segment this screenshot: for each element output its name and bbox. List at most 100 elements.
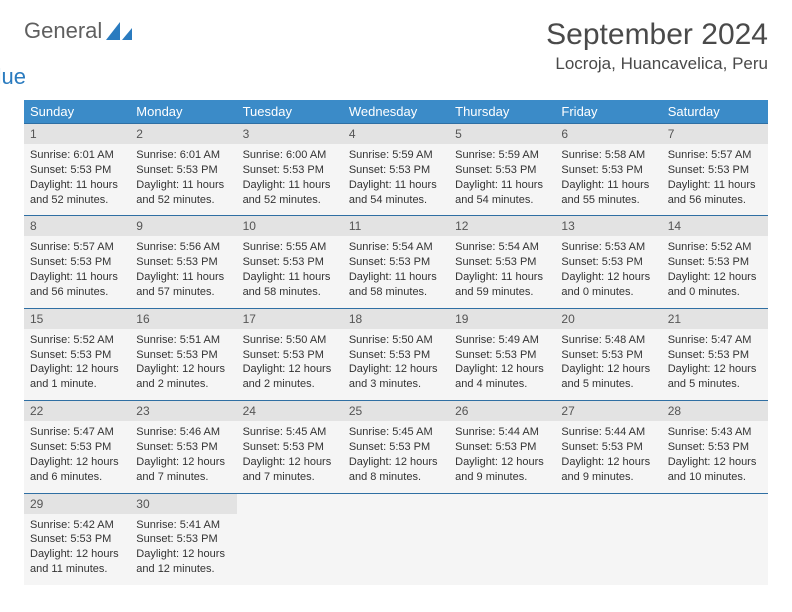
- calendar-cell: 13Sunrise: 5:53 AMSunset: 5:53 PMDayligh…: [555, 216, 661, 308]
- day-number: 14: [662, 216, 768, 236]
- day-number: 4: [343, 124, 449, 144]
- day-number: 9: [130, 216, 236, 236]
- sunrise-line: Sunrise: 6:00 AM: [243, 148, 337, 163]
- day-number: 29: [24, 494, 130, 514]
- day-number: 27: [555, 401, 661, 421]
- daylight-line: Daylight: 12 hours and 10 minutes.: [668, 455, 762, 485]
- header: General Blue September 2024 Locroja, Hua…: [24, 18, 768, 90]
- sunset-line: Sunset: 5:53 PM: [136, 440, 230, 455]
- day-details: Sunrise: 5:59 AMSunset: 5:53 PMDaylight:…: [343, 144, 449, 215]
- sunset-line: Sunset: 5:53 PM: [455, 440, 549, 455]
- day-details: Sunrise: 5:53 AMSunset: 5:53 PMDaylight:…: [555, 236, 661, 307]
- day-number: 26: [449, 401, 555, 421]
- day-details: Sunrise: 6:01 AMSunset: 5:53 PMDaylight:…: [130, 144, 236, 215]
- daylight-line: Daylight: 12 hours and 8 minutes.: [349, 455, 443, 485]
- logo: General Blue: [24, 18, 132, 90]
- daylight-line: Daylight: 12 hours and 9 minutes.: [561, 455, 655, 485]
- sunrise-line: Sunrise: 5:50 AM: [243, 333, 337, 348]
- day-details: Sunrise: 5:50 AMSunset: 5:53 PMDaylight:…: [237, 329, 343, 400]
- sunset-line: Sunset: 5:53 PM: [136, 532, 230, 547]
- sunrise-line: Sunrise: 5:54 AM: [349, 240, 443, 255]
- location-subtitle: Locroja, Huancavelica, Peru: [546, 54, 768, 74]
- sunset-line: Sunset: 5:53 PM: [349, 163, 443, 178]
- sunset-line: Sunset: 5:53 PM: [668, 440, 762, 455]
- sunset-line: Sunset: 5:53 PM: [455, 163, 549, 178]
- calendar-cell: 24Sunrise: 5:45 AMSunset: 5:53 PMDayligh…: [237, 401, 343, 493]
- calendar-cell: 15Sunrise: 5:52 AMSunset: 5:53 PMDayligh…: [24, 308, 130, 400]
- sunrise-line: Sunrise: 5:56 AM: [136, 240, 230, 255]
- daylight-line: Daylight: 11 hours and 59 minutes.: [455, 270, 549, 300]
- calendar-cell: 22Sunrise: 5:47 AMSunset: 5:53 PMDayligh…: [24, 401, 130, 493]
- day-details: Sunrise: 5:46 AMSunset: 5:53 PMDaylight:…: [130, 421, 236, 492]
- calendar-cell: 17Sunrise: 5:50 AMSunset: 5:53 PMDayligh…: [237, 308, 343, 400]
- sunrise-line: Sunrise: 5:44 AM: [561, 425, 655, 440]
- day-number: 25: [343, 401, 449, 421]
- day-details: Sunrise: 6:01 AMSunset: 5:53 PMDaylight:…: [24, 144, 130, 215]
- daylight-line: Daylight: 12 hours and 9 minutes.: [455, 455, 549, 485]
- calendar-cell: 14Sunrise: 5:52 AMSunset: 5:53 PMDayligh…: [662, 216, 768, 308]
- daylight-line: Daylight: 12 hours and 2 minutes.: [136, 362, 230, 392]
- day-number: 22: [24, 401, 130, 421]
- sunrise-line: Sunrise: 5:59 AM: [455, 148, 549, 163]
- sunrise-line: Sunrise: 5:42 AM: [30, 518, 124, 533]
- day-number: 17: [237, 309, 343, 329]
- calendar-cell: 3Sunrise: 6:00 AMSunset: 5:53 PMDaylight…: [237, 124, 343, 216]
- sunrise-line: Sunrise: 5:55 AM: [243, 240, 337, 255]
- sunrise-line: Sunrise: 6:01 AM: [30, 148, 124, 163]
- daylight-line: Daylight: 12 hours and 12 minutes.: [136, 547, 230, 577]
- daylight-line: Daylight: 11 hours and 56 minutes.: [668, 178, 762, 208]
- day-details: Sunrise: 5:54 AMSunset: 5:53 PMDaylight:…: [343, 236, 449, 307]
- day-details: Sunrise: 5:59 AMSunset: 5:53 PMDaylight:…: [449, 144, 555, 215]
- sunset-line: Sunset: 5:53 PM: [243, 348, 337, 363]
- calendar-week-row: 1Sunrise: 6:01 AMSunset: 5:53 PMDaylight…: [24, 124, 768, 216]
- calendar-cell: 5Sunrise: 5:59 AMSunset: 5:53 PMDaylight…: [449, 124, 555, 216]
- empty-day-number: [343, 494, 449, 514]
- calendar-cell: 27Sunrise: 5:44 AMSunset: 5:53 PMDayligh…: [555, 401, 661, 493]
- calendar-cell: 6Sunrise: 5:58 AMSunset: 5:53 PMDaylight…: [555, 124, 661, 216]
- weekday-header-row: SundayMondayTuesdayWednesdayThursdayFrid…: [24, 100, 768, 124]
- daylight-line: Daylight: 11 hours and 52 minutes.: [243, 178, 337, 208]
- day-number: 2: [130, 124, 236, 144]
- daylight-line: Daylight: 12 hours and 6 minutes.: [30, 455, 124, 485]
- day-details: Sunrise: 5:44 AMSunset: 5:53 PMDaylight:…: [449, 421, 555, 492]
- empty-day-number: [662, 494, 768, 514]
- calendar-week-row: 15Sunrise: 5:52 AMSunset: 5:53 PMDayligh…: [24, 308, 768, 400]
- calendar-cell: 9Sunrise: 5:56 AMSunset: 5:53 PMDaylight…: [130, 216, 236, 308]
- daylight-line: Daylight: 12 hours and 4 minutes.: [455, 362, 549, 392]
- daylight-line: Daylight: 12 hours and 1 minute.: [30, 362, 124, 392]
- day-number: 8: [24, 216, 130, 236]
- sunset-line: Sunset: 5:53 PM: [136, 163, 230, 178]
- sunrise-line: Sunrise: 5:47 AM: [668, 333, 762, 348]
- day-number: 21: [662, 309, 768, 329]
- empty-day-number: [555, 494, 661, 514]
- day-details: Sunrise: 5:45 AMSunset: 5:53 PMDaylight:…: [237, 421, 343, 492]
- daylight-line: Daylight: 12 hours and 2 minutes.: [243, 362, 337, 392]
- calendar-cell: [343, 493, 449, 585]
- weekday-header: Friday: [555, 100, 661, 124]
- weekday-header: Saturday: [662, 100, 768, 124]
- calendar-cell: [555, 493, 661, 585]
- empty-day-body: [449, 514, 555, 585]
- sunset-line: Sunset: 5:53 PM: [349, 255, 443, 270]
- daylight-line: Daylight: 11 hours and 56 minutes.: [30, 270, 124, 300]
- calendar-cell: 25Sunrise: 5:45 AMSunset: 5:53 PMDayligh…: [343, 401, 449, 493]
- daylight-line: Daylight: 12 hours and 7 minutes.: [136, 455, 230, 485]
- calendar-cell: 19Sunrise: 5:49 AMSunset: 5:53 PMDayligh…: [449, 308, 555, 400]
- sunrise-line: Sunrise: 5:44 AM: [455, 425, 549, 440]
- day-details: Sunrise: 5:47 AMSunset: 5:53 PMDaylight:…: [24, 421, 130, 492]
- day-number: 19: [449, 309, 555, 329]
- day-number: 20: [555, 309, 661, 329]
- sunrise-line: Sunrise: 6:01 AM: [136, 148, 230, 163]
- sunset-line: Sunset: 5:53 PM: [561, 163, 655, 178]
- sunrise-line: Sunrise: 5:49 AM: [455, 333, 549, 348]
- day-details: Sunrise: 6:00 AMSunset: 5:53 PMDaylight:…: [237, 144, 343, 215]
- daylight-line: Daylight: 11 hours and 54 minutes.: [349, 178, 443, 208]
- calendar-cell: 10Sunrise: 5:55 AMSunset: 5:53 PMDayligh…: [237, 216, 343, 308]
- daylight-line: Daylight: 11 hours and 54 minutes.: [455, 178, 549, 208]
- daylight-line: Daylight: 12 hours and 0 minutes.: [668, 270, 762, 300]
- daylight-line: Daylight: 11 hours and 55 minutes.: [561, 178, 655, 208]
- day-number: 15: [24, 309, 130, 329]
- day-number: 11: [343, 216, 449, 236]
- sunrise-line: Sunrise: 5:45 AM: [243, 425, 337, 440]
- sunset-line: Sunset: 5:53 PM: [668, 163, 762, 178]
